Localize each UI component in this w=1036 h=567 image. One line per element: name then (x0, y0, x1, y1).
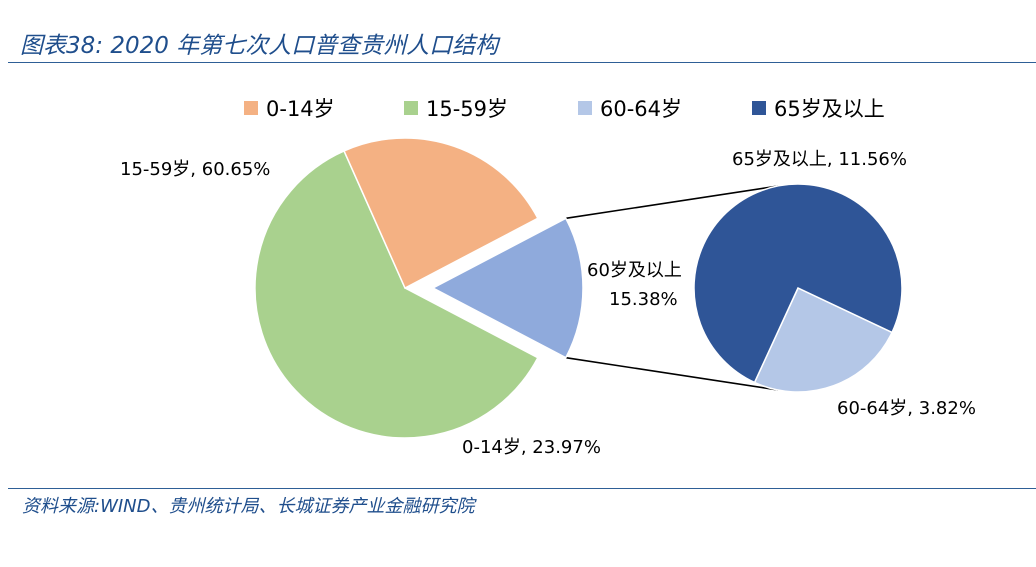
legend-label: 65岁及以上 (774, 97, 885, 121)
data-label-15-59: 15-59岁, 60.65% (120, 159, 270, 180)
connector-line-bottom (565, 356, 779, 391)
legend-label: 0-14岁 (266, 97, 335, 121)
legend-swatch (244, 101, 258, 115)
slice-60-64 (753, 286, 894, 393)
data-label-0-14: 0-14岁, 23.97% (462, 437, 601, 458)
slice-65-plus (693, 183, 903, 384)
title-divider (8, 62, 1036, 63)
legend-item-0-14: 0-14岁 (244, 97, 335, 121)
legend-label: 15-59岁 (426, 97, 508, 121)
legend-item-65-plus: 65岁及以上 (752, 97, 885, 121)
source-divider (8, 488, 1036, 489)
legend-swatch (578, 101, 592, 115)
slice-15-59 (254, 149, 539, 439)
data-label-65-plus: 65岁及以上, 11.56% (732, 149, 907, 170)
legend-item-15-59: 15-59岁 (404, 97, 508, 121)
slice-0-14 (343, 137, 539, 290)
data-label-60-plus-line2: 15.38% (609, 289, 678, 310)
legend-swatch (752, 101, 766, 115)
legend-item-60-64: 60-64岁 (578, 97, 682, 121)
data-label-60-64: 60-64岁, 3.82% (837, 398, 976, 419)
source-note: 资料来源:WIND、贵州统计局、长城证券产业金融研究院 (22, 496, 475, 517)
data-label-60-plus-line1: 60岁及以上 (587, 260, 682, 281)
legend-swatch (404, 101, 418, 115)
slice-60-plus (431, 217, 584, 359)
chart-title: 图表38: 2020 年第七次人口普查贵州人口结构 (20, 33, 499, 59)
connector-line-top (565, 185, 779, 220)
legend-label: 60-64岁 (600, 97, 682, 121)
